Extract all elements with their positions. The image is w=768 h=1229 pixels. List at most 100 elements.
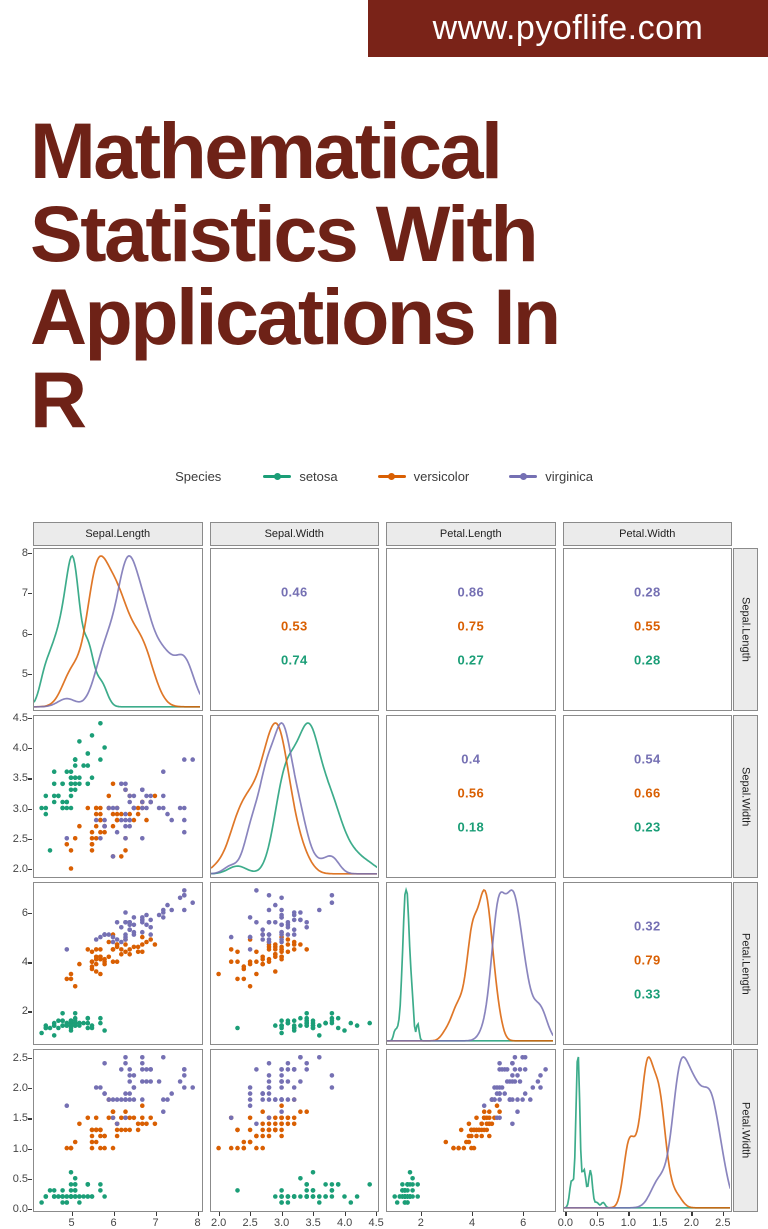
- scatter-plot-petal-length-x-petal-width-y: [392, 1054, 548, 1205]
- scatter-plot-sepal-length-x-petal-width-y: [39, 1054, 195, 1205]
- x-tick-label-sepal-length: 5: [68, 1217, 75, 1229]
- scatter-plot-sepal-width-x-petal-length-y: [215, 888, 372, 1038]
- x-tick-mark: [197, 1212, 199, 1216]
- scatter-plot-sepal-length-x-petal-length-y: [39, 888, 195, 1038]
- title-line-2: Statistics With: [30, 188, 539, 278]
- y-tick-label-sepal-length: 5: [21, 667, 28, 680]
- y-tick-mark: [28, 962, 32, 964]
- x-tick-label-petal-length: 2: [417, 1217, 424, 1229]
- panel-sepal-width-vs-sepal-width: [209, 715, 379, 878]
- column-strip-petal-length: Petal.Length: [386, 522, 556, 546]
- y-tick-label-petal-width: 2.0: [12, 1082, 28, 1095]
- virginica-points: [228, 888, 334, 952]
- y-tick-mark: [28, 633, 32, 635]
- y-tick-mark: [28, 673, 32, 676]
- species-legend: Species setosa versicolor virginica: [0, 469, 768, 484]
- panel-sepal-width-vs-petal-length: 0.4 0.56 0.18: [386, 715, 556, 878]
- panel-petal-width-vs-petal-length: [386, 1049, 556, 1212]
- y-tick-mark: [28, 1057, 32, 1060]
- title-line-1: Mathematical: [30, 106, 503, 195]
- x-tick-mark: [523, 1212, 525, 1216]
- y-tick-label-petal-width: 1.0: [12, 1142, 28, 1155]
- x-tick-mark: [628, 1212, 630, 1216]
- scatter-plot-sepal-length-x-sepal-width-y: [39, 720, 195, 871]
- density-plot-petal-width: [563, 1055, 730, 1209]
- x-tick-label-petal-width: 1.0: [620, 1217, 636, 1229]
- density-plot-petal-length: [387, 886, 554, 1042]
- panel-petal-width-vs-sepal-length: [33, 1049, 203, 1212]
- row-strip-petal-length: Petal.Length: [733, 882, 758, 1045]
- x-tick-mark: [250, 1212, 252, 1216]
- legend-label-versicolor: versicolor: [413, 469, 470, 484]
- legend-item-setosa: setosa: [263, 469, 338, 484]
- corr-virginica-sepal-length-petal-width: 0.28: [633, 584, 661, 600]
- y-tick-mark: [28, 778, 32, 780]
- x-tick-mark: [313, 1212, 315, 1216]
- x-tick-mark: [376, 1212, 378, 1216]
- setosa-points: [392, 1169, 420, 1205]
- y-tick-mark: [28, 1148, 32, 1150]
- y-tick-label-petal-length: 6: [21, 907, 28, 920]
- virginica-density-curve: [563, 1056, 730, 1209]
- legend-label-virginica: virginica: [545, 469, 593, 484]
- x-tick-mark: [71, 1212, 73, 1216]
- row-strip-petal-width: Petal.Width: [733, 1049, 758, 1212]
- y-tick-label-sepal-length: 8: [21, 546, 28, 559]
- y-tick-label-sepal-width: 4.5: [12, 711, 28, 724]
- panel-sepal-length-vs-petal-width: 0.28 0.55 0.28: [562, 548, 732, 711]
- x-tick-label-petal-width: 2.0: [683, 1217, 699, 1229]
- y-tick-mark: [28, 1178, 32, 1181]
- x-tick-mark: [691, 1212, 693, 1216]
- row-strip-sepal-width: Sepal.Width: [733, 715, 758, 878]
- x-tick-label-petal-width: 2.5: [715, 1217, 731, 1229]
- corr-setosa-sepal-length-petal-length: 0.27: [457, 652, 484, 668]
- virginica-line-dot-icon: [509, 470, 538, 484]
- virginica-points: [64, 1054, 195, 1127]
- panel-sepal-width-vs-petal-width: 0.54 0.66 0.23: [562, 715, 732, 878]
- setosa-density-curve: [563, 1056, 730, 1209]
- column-strip-sepal-width: Sepal.Width: [209, 522, 379, 546]
- x-tick-label-petal-length: 6: [520, 1217, 527, 1229]
- panel-petal-width-vs-petal-width: [562, 1049, 732, 1212]
- virginica-density-curve: [210, 722, 377, 875]
- x-tick-label-sepal-width: 4.0: [336, 1217, 353, 1229]
- legend-title: Species: [175, 469, 222, 484]
- y-tick-label-petal-width: 0.5: [12, 1172, 28, 1185]
- x-tick-mark: [113, 1212, 115, 1216]
- y-tick-label-sepal-width: 2.0: [12, 863, 28, 876]
- title-line-4: R: [30, 354, 87, 444]
- panel-sepal-length-vs-petal-length: 0.86 0.75 0.27: [386, 548, 556, 711]
- title-line-3: Applications In: [30, 271, 561, 361]
- site-url-text: www.pyoflife.com: [432, 9, 704, 47]
- corr-setosa-sepal-length-petal-width: 0.28: [633, 652, 661, 668]
- y-tick-label-petal-length: 4: [21, 956, 28, 969]
- setosa-points: [39, 1010, 107, 1038]
- x-tick-label-sepal-width: 2.0: [211, 1217, 227, 1229]
- x-tick-mark: [659, 1212, 662, 1216]
- panel-sepal-length-vs-sepal-width: 0.46 0.53 0.74: [209, 548, 379, 711]
- corr-setosa-sepal-length-sepal-width: 0.74: [280, 652, 308, 668]
- corr-versicolor-sepal-length-petal-length: 0.75: [457, 618, 484, 634]
- panel-sepal-width-vs-sepal-length: [33, 715, 203, 878]
- virginica-density-curve: [387, 889, 554, 1042]
- y-tick-mark: [28, 1011, 32, 1013]
- y-tick-label-sepal-width: 4.0: [12, 742, 28, 755]
- y-tick-mark: [28, 838, 32, 841]
- setosa-density-curve: [387, 886, 554, 1042]
- y-tick-mark: [28, 869, 32, 871]
- corr-setosa-sepal-width-petal-width: 0.23: [633, 819, 661, 835]
- x-tick-mark: [281, 1212, 283, 1216]
- y-tick-mark: [28, 1088, 32, 1090]
- corr-virginica-sepal-length-sepal-width: 0.46: [280, 584, 308, 600]
- versicolor-points: [215, 1097, 309, 1151]
- legend-label-setosa: setosa: [299, 469, 338, 484]
- x-tick-mark: [344, 1212, 346, 1216]
- page-title: Mathematical Statistics With Application…: [30, 106, 760, 444]
- x-tick-label-sepal-width: 3.0: [273, 1217, 290, 1229]
- x-tick-label-sepal-length: 8: [194, 1217, 201, 1229]
- corr-versicolor-sepal-width-petal-width: 0.66: [633, 785, 661, 801]
- x-tick-label-petal-width: 1.5: [652, 1217, 668, 1229]
- versicolor-points: [215, 932, 309, 989]
- legend-item-versicolor: versicolor: [377, 469, 470, 484]
